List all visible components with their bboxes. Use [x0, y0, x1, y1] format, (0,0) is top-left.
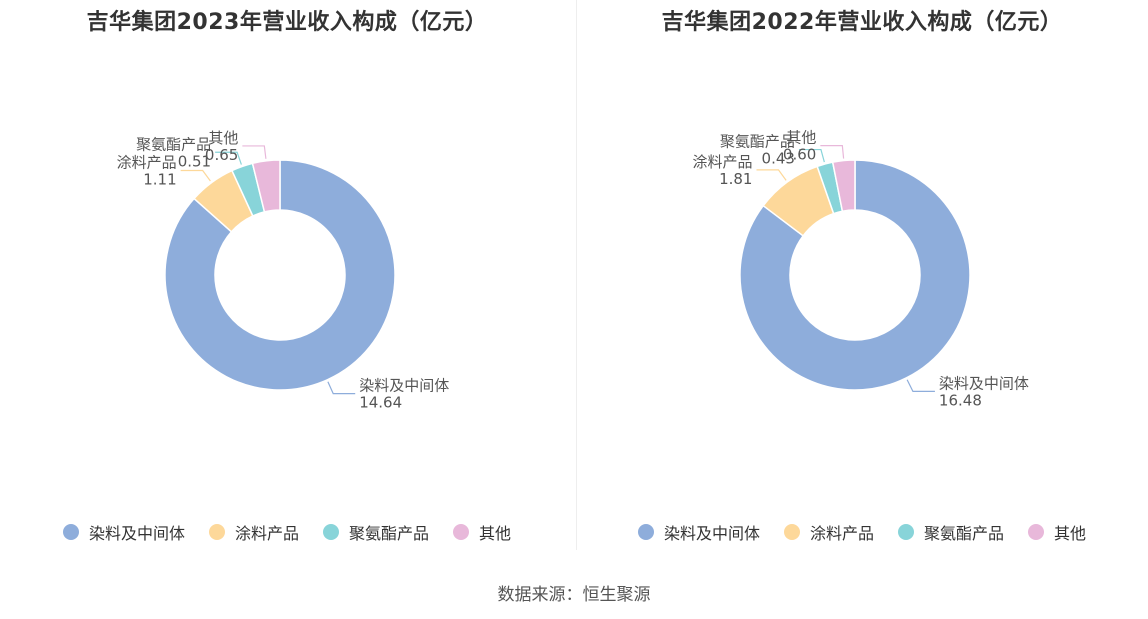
data-source-note: 数据来源：恒生聚源: [497, 585, 651, 605]
legend-label: 涂料产品: [234, 524, 299, 543]
slice-value-label: 0.43: [762, 150, 795, 168]
legend-item-coatings[interactable]: 涂料产品: [783, 520, 874, 544]
legend-item-polyurethane[interactable]: 聚氨酯产品: [898, 520, 1004, 544]
slice-value-label: 0.60: [783, 146, 816, 164]
slice-dyes[interactable]: [739, 159, 971, 391]
slice-category-label: 其他: [208, 129, 238, 147]
slice-value-label: 16.48: [939, 391, 982, 409]
leader-line-dyes: [327, 381, 356, 395]
legend-dot-icon: [62, 524, 79, 540]
legend-label: 聚氨酯产品: [924, 524, 1005, 543]
slice-dyes[interactable]: [164, 159, 396, 391]
legend-label: 染料及中间体: [663, 524, 760, 543]
panel-divider: [576, 0, 577, 550]
chart-panel-2023: 吉华集团2023年营业收入构成（亿元） 染料及中间体 14.64 涂料产品 1.11 聚…: [0, 0, 574, 560]
legend-item-dyes[interactable]: 染料及中间体: [637, 520, 760, 544]
legend-dot-icon: [323, 524, 339, 540]
leader-line-polyurethane: [215, 151, 242, 165]
chart-panel-2022: 吉华集团2022年营业收入构成（亿元） 染料及中间体 16.48 涂料产品 1.81 聚…: [575, 0, 1148, 560]
legend-item-dyes[interactable]: 染料及中间体: [62, 520, 185, 544]
slice-category-label: 涂料产品: [692, 153, 752, 171]
legend-dot-icon: [898, 524, 914, 540]
legend-dot-icon: [208, 524, 225, 540]
legend-item-other[interactable]: 其他: [453, 520, 511, 544]
slice-value-label: 0.65: [205, 146, 238, 164]
legend-item-coatings[interactable]: 涂料产品: [208, 520, 299, 544]
slice-category-label: 涂料产品: [117, 154, 177, 172]
legend-2023: 染料及中间体 涂料产品 聚氨酯产品 其他: [0, 519, 574, 545]
leader-line-coatings: [180, 169, 211, 182]
leader-line-dyes: [906, 379, 935, 392]
slice-category-label: 染料及中间体: [939, 374, 1029, 392]
slice-other[interactable]: [831, 159, 856, 213]
chart-title-2022: 吉华集团2022年营业收入构成（亿元）: [661, 10, 1063, 35]
leader-line-other: [820, 145, 845, 159]
legend-dot-icon: [453, 524, 470, 540]
slice-value-label: 14.64: [359, 394, 402, 412]
legend-dot-icon: [637, 524, 654, 540]
leader-line-coatings: [756, 169, 787, 181]
legend-2022: 染料及中间体 涂料产品 聚氨酯产品 其他: [575, 519, 1148, 545]
slice-category-label: 其他: [786, 129, 816, 147]
slice-category-label: 染料及中间体: [359, 377, 449, 395]
legend-dot-icon: [1028, 524, 1045, 540]
slice-value-label: 1.11: [143, 171, 176, 189]
legend-item-other[interactable]: 其他: [1028, 520, 1086, 544]
leader-line-polyurethane: [798, 148, 825, 163]
slice-category-label: 聚氨酯产品: [720, 133, 795, 151]
slice-category-label: 聚氨酯产品: [136, 135, 211, 153]
legend-dot-icon: [783, 524, 800, 540]
legend-label: 其他: [479, 524, 512, 543]
leader-line-other: [242, 145, 267, 159]
legend-label: 其他: [1054, 524, 1087, 543]
slice-value-label: 1.81: [719, 170, 752, 188]
slice-value-label: 0.51: [178, 152, 211, 170]
legend-label: 聚氨酯产品: [349, 524, 430, 543]
legend-label: 涂料产品: [809, 524, 874, 543]
slice-other[interactable]: [251, 159, 281, 213]
legend-label: 染料及中间体: [88, 524, 185, 543]
chart-title-2023: 吉华集团2023年营业收入构成（亿元）: [86, 10, 488, 35]
legend-item-polyurethane[interactable]: 聚氨酯产品: [323, 520, 429, 544]
